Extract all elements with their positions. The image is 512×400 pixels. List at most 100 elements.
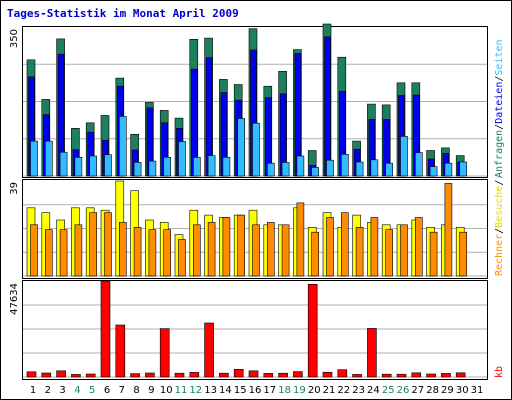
x-tick-label-14: 14 [219,385,232,396]
legend-anfragen: Anfragen [494,130,505,178]
bar-rechner-8 [133,227,142,277]
bar-rechner-20 [311,231,320,277]
bar-rechner-6 [104,212,112,277]
bar-kb-27 [411,372,422,378]
bar-seiten-12 [193,157,201,177]
bar-rechner-19 [296,202,305,277]
bar-seiten-15 [237,118,245,177]
x-tick-label-26: 26 [397,385,410,396]
bar-seiten-10 [163,157,171,177]
legend-seiten: Seiten [494,39,505,75]
chart-title: Tages-Statistik im Monat April 2009 [7,7,239,20]
x-tick-label-17: 17 [263,385,276,396]
bar-kb-18 [278,372,288,378]
x-tick-label-6: 6 [104,385,110,396]
x-tick-label-22: 22 [337,385,350,396]
legend-sep-2: / [494,76,505,82]
legend-besuche: Besuche [494,186,505,228]
bar-kb-7 [115,324,126,378]
legend-dateien: Dateien [494,82,505,124]
bar-seiten-2 [44,140,53,177]
panel-kb-ymax-label: 47634 [9,283,20,315]
bar-kb-17 [263,373,274,378]
x-tick-label-31: 31 [471,385,484,396]
bar-seiten-27 [414,152,423,177]
x-tick-label-12: 12 [189,385,202,396]
bar-kb-24 [367,328,377,378]
bar-seiten-4 [74,157,83,177]
bar-rechner-13 [207,222,216,277]
x-tick-label-2: 2 [45,385,51,396]
bar-rechner-5 [89,212,97,277]
bar-rechner-7 [119,222,127,277]
bar-kb-20 [307,283,318,378]
bar-seiten-25 [385,162,394,177]
x-tick-label-7: 7 [119,385,125,396]
bar-rechner-22 [340,212,349,277]
bar-seiten-3 [59,151,68,177]
bar-kb-29 [441,373,451,378]
bar-kb-21 [322,371,333,378]
panel-hits-ymax-label: 350 [9,29,20,48]
bar-kb-5 [85,373,96,378]
panel-visits-ymax-label: 39 [9,182,20,195]
bar-seiten-1 [30,140,38,177]
x-tick-label-24: 24 [367,385,380,396]
panel-visits-bars [26,180,468,277]
x-tick-label-30: 30 [456,385,469,396]
bar-seiten-11 [178,141,186,177]
bar-kb-11 [174,372,185,378]
bar-kb-3 [56,370,66,378]
bar-kb-4 [71,374,81,378]
bar-rechner-30 [459,231,468,277]
bar-seiten-19 [296,155,305,177]
panel-hits-bars [26,23,468,177]
bar-rechner-28 [429,231,438,277]
bar-kb-28 [426,373,436,378]
x-tick-label-8: 8 [133,385,139,396]
bar-seiten-7 [119,116,127,177]
x-tick-label-16: 16 [249,385,262,396]
x-tick-label-29: 29 [441,385,454,396]
panel-kb-legend: kb [494,366,505,378]
bar-seiten-14 [222,157,231,177]
bar-kb-10 [159,328,170,378]
bar-seiten-8 [133,162,142,177]
x-tick-label-21: 21 [323,385,336,396]
bar-kb-1 [26,371,37,378]
panel-kb-bars [26,280,466,378]
bar-kb-15 [233,368,244,378]
bar-rechner-17 [266,222,275,277]
legend-sep-1: / [494,124,505,130]
bar-kb-25 [381,373,392,378]
x-tick-label-4: 4 [74,385,80,396]
bar-kb-16 [248,370,259,378]
x-tick-label-9: 9 [148,385,154,396]
bar-rechner-11 [178,239,186,277]
legend-sep-4: / [494,180,505,186]
bar-seiten-9 [148,160,157,177]
bar-kb-30 [455,372,466,378]
bar-seiten-24 [370,159,379,177]
bar-kb-23 [352,374,362,378]
bar-seiten-13 [207,155,216,177]
x-tick-label-13: 13 [204,385,217,396]
bar-seiten-5 [89,155,97,177]
bar-dateien-21 [324,36,331,177]
bar-rechner-27 [414,217,423,277]
bar-kb-19 [293,371,303,378]
bar-rechner-10 [163,229,171,277]
bar-kb-2 [41,372,52,378]
bar-seiten-20 [311,167,320,177]
bar-seiten-17 [266,162,275,177]
bar-rechner-23 [355,227,364,277]
bar-kb-13 [204,322,214,378]
bar-seiten-18 [281,162,290,177]
bar-kb-26 [396,373,407,378]
bar-rechner-26 [400,224,408,277]
bar-rechner-1 [30,224,38,277]
bar-rechner-4 [74,224,83,277]
x-tick-label-19: 19 [293,385,306,396]
panel-hits-legend: Anfragen/Dateien/Seiten [494,39,505,178]
bar-rechner-25 [385,229,394,277]
